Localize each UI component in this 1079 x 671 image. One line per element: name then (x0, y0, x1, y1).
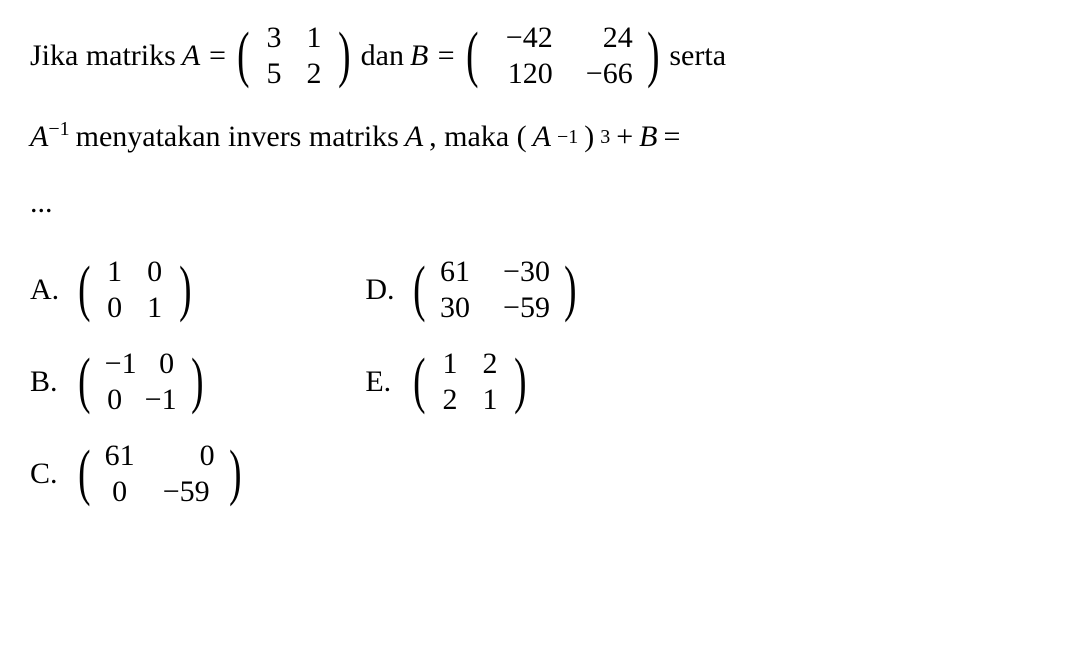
option-A-r1c2: 0 (135, 254, 175, 290)
option-C-r2c1: 0 (100, 474, 140, 510)
option-E-r1c2: 2 (470, 346, 510, 382)
option-C: C. ( 61 0 0 −59 ) (30, 438, 245, 510)
matrix-B-r2c2: −66 (563, 56, 643, 92)
paren-left: ( (466, 31, 478, 81)
option-D-r1c1: 61 (430, 254, 480, 290)
matrix-B-r1c2: 24 (563, 20, 643, 56)
answer-options: A. ( 1 0 0 1 ) B. ( (30, 254, 1049, 510)
option-D-r2c2: −59 (480, 290, 560, 326)
option-A-label: A. (30, 269, 66, 311)
option-A-r2c2: 1 (135, 290, 175, 326)
option-E-matrix: ( 1 2 2 1 ) (409, 346, 530, 418)
option-E-r2c2: 1 (470, 382, 510, 418)
text-B-eq: B = (410, 35, 456, 77)
text-dan: dan (361, 35, 404, 77)
options-col-right: D. ( 61 −30 30 −59 ) E. ( (365, 254, 580, 510)
option-B-r1c2: 0 (147, 346, 187, 382)
matrix-B-r1c1: −42 (483, 20, 563, 56)
option-A: A. ( 1 0 0 1 ) (30, 254, 245, 326)
paren-left: ( (78, 357, 90, 407)
matrix-B-body: −42 24 120 −66 (483, 20, 643, 92)
paren-right: ) (191, 357, 203, 407)
paren-right: ) (179, 265, 191, 315)
option-D-matrix: ( 61 −30 30 −59 ) (409, 254, 580, 326)
option-C-r1c2: 0 (145, 438, 225, 474)
problem-statement: Jika matriks A = ( 3 1 5 2 ) dan B = ( (30, 20, 1049, 224)
option-D-r2c1: 30 (430, 290, 480, 326)
text-eq: = (664, 116, 681, 158)
text-A2: A (533, 116, 551, 158)
option-D-r1c2: −30 (480, 254, 560, 290)
problem-line-2: A−1 menyatakan invers matriks A, maka (A… (30, 116, 1049, 158)
paren-right: ) (647, 31, 659, 81)
text-plus: + (616, 116, 633, 158)
paren-right: ) (229, 449, 241, 499)
paren-right: ) (514, 357, 526, 407)
text-close-paren: ) (584, 116, 594, 158)
options-col-left: A. ( 1 0 0 1 ) B. ( (30, 254, 245, 510)
paren-left: ( (413, 357, 425, 407)
text-serta: serta (669, 35, 726, 77)
problem-line-1: Jika matriks A = ( 3 1 5 2 ) dan B = ( (30, 20, 1049, 92)
matrix-A-r1c1: 3 (254, 20, 294, 56)
option-B-matrix: ( −1 0 0 −1 ) (74, 346, 207, 418)
text-B: B (639, 116, 657, 158)
option-D-label: D. (365, 269, 401, 311)
option-E-label: E. (365, 361, 401, 403)
option-B-label: B. (30, 361, 66, 403)
text-maka: , maka ( (429, 116, 526, 158)
text-A-eq: A = (182, 35, 228, 77)
text-A: A (405, 116, 423, 158)
paren-right: ) (338, 31, 350, 81)
text-A-inverse: A−1 (30, 116, 70, 158)
option-B-r2c2: −1 (135, 382, 187, 418)
matrix-B: ( −42 24 120 −66 ) (462, 20, 663, 92)
option-A-r2c1: 0 (95, 290, 135, 326)
paren-left: ( (237, 31, 249, 81)
matrix-B-r2c1: 120 (483, 56, 563, 92)
option-B-r2c1: 0 (95, 382, 135, 418)
matrix-A-r2c1: 5 (254, 56, 294, 92)
option-A-matrix: ( 1 0 0 1 ) (74, 254, 195, 326)
option-E: E. ( 1 2 2 1 ) (365, 346, 580, 418)
option-C-r1c1: 61 (95, 438, 145, 474)
text-jika-matriks: Jika matriks (30, 35, 176, 77)
option-A-r1c1: 1 (95, 254, 135, 290)
option-C-matrix: ( 61 0 0 −59 ) (74, 438, 245, 510)
option-E-r2c1: 2 (430, 382, 470, 418)
option-E-r1c1: 1 (430, 346, 470, 382)
matrix-A-r1c2: 1 (294, 20, 334, 56)
paren-left: ( (78, 265, 90, 315)
option-C-r2c2: −59 (140, 474, 220, 510)
text-menyatakan: menyatakan invers matriks (76, 116, 399, 158)
matrix-A-body: 3 1 5 2 (254, 20, 334, 92)
problem-line-3: ... (30, 182, 1049, 224)
matrix-A: ( 3 1 5 2 ) (233, 20, 354, 92)
matrix-A-r2c2: 2 (294, 56, 334, 92)
option-D: D. ( 61 −30 30 −59 ) (365, 254, 580, 326)
option-C-label: C. (30, 453, 66, 495)
paren-left: ( (413, 265, 425, 315)
option-B: B. ( −1 0 0 −1 ) (30, 346, 245, 418)
paren-left: ( (78, 449, 90, 499)
option-B-r1c1: −1 (95, 346, 147, 382)
paren-right: ) (564, 265, 576, 315)
